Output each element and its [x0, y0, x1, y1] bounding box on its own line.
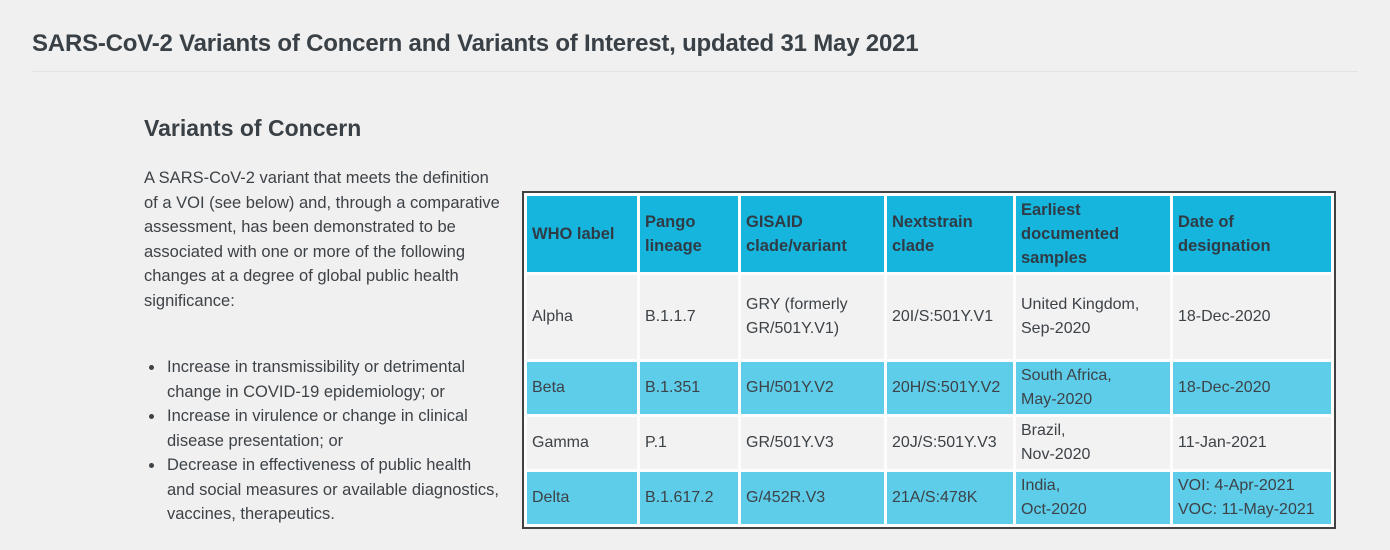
table-row-delta: Delta B.1.617.2 G/452R.V3 21A/S:478K Ind… — [527, 472, 1331, 524]
table-row-alpha: Alpha B.1.1.7 GRY (formerly GR/501Y.V1) … — [527, 275, 1331, 359]
criteria-item: Increase in transmissibility or detrimen… — [165, 355, 502, 404]
cell-date-designation: VOI: 4-Apr-2021 VOC: 11-May-2021 — [1173, 472, 1331, 524]
col-header-earliest-samples: Earliest documented samples — [1016, 196, 1170, 272]
page-header: SARS-CoV-2 Variants of Concern and Varia… — [0, 0, 1390, 72]
cell-pango-lineage: B.1.351 — [640, 362, 738, 414]
table-row-gamma: Gamma P.1 GR/501Y.V3 20J/S:501Y.V3 Brazi… — [527, 417, 1331, 469]
main-content: Variants of Concern A SARS-CoV-2 variant… — [0, 115, 1390, 529]
col-header-nextstrain-clade: Nextstrain clade — [887, 196, 1013, 272]
section-heading: Variants of Concern — [144, 115, 362, 141]
cell-nextstrain-clade: 20H/S:501Y.V2 — [887, 362, 1013, 414]
table-row-beta: Beta B.1.351 GH/501Y.V2 20H/S:501Y.V2 So… — [527, 362, 1331, 414]
cell-earliest-samples: Brazil, Nov-2020 — [1016, 417, 1170, 469]
voc-table: WHO label Pango lineage GISAID clade/var… — [522, 191, 1336, 529]
cell-gisaid-clade: GR/501Y.V3 — [741, 417, 884, 469]
voc-table-container: WHO label Pango lineage GISAID clade/var… — [522, 191, 1336, 529]
col-header-pango-lineage: Pango lineage — [640, 196, 738, 272]
cell-date-designation: 18-Dec-2020 — [1173, 362, 1331, 414]
cell-nextstrain-clade: 21A/S:478K — [887, 472, 1013, 524]
cell-pango-lineage: P.1 — [640, 417, 738, 469]
cell-earliest-samples: South Africa, May-2020 — [1016, 362, 1170, 414]
table-header-row: WHO label Pango lineage GISAID clade/var… — [527, 196, 1331, 272]
criteria-item: Decrease in effectiveness of public heal… — [165, 453, 502, 527]
section-intro: A SARS-CoV-2 variant that meets the defi… — [144, 169, 500, 310]
col-header-date-designation: Date of designation — [1173, 196, 1331, 272]
criteria-list: Increase in transmissibility or detrimen… — [144, 355, 502, 527]
cell-pango-lineage: B.1.617.2 — [640, 472, 738, 524]
cell-who-label: Gamma — [527, 417, 637, 469]
criteria-item: Increase in virulence or change in clini… — [165, 404, 502, 453]
col-header-gisaid-clade: GISAID clade/variant — [741, 196, 884, 272]
cell-earliest-samples: United Kingdom, Sep-2020 — [1016, 275, 1170, 359]
col-header-who-label: WHO label — [527, 196, 637, 272]
cell-gisaid-clade: GRY (formerly GR/501Y.V1) — [741, 275, 884, 359]
cell-pango-lineage: B.1.1.7 — [640, 275, 738, 359]
cell-nextstrain-clade: 20J/S:501Y.V3 — [887, 417, 1013, 469]
cell-who-label: Delta — [527, 472, 637, 524]
cell-date-designation: 11-Jan-2021 — [1173, 417, 1331, 469]
cell-nextstrain-clade: 20I/S:501Y.V1 — [887, 275, 1013, 359]
cell-date-designation: 18-Dec-2020 — [1173, 275, 1331, 359]
cell-earliest-samples: India, Oct-2020 — [1016, 472, 1170, 524]
cell-who-label: Beta — [527, 362, 637, 414]
cell-gisaid-clade: G/452R.V3 — [741, 472, 884, 524]
voc-description-column: Variants of Concern A SARS-CoV-2 variant… — [144, 115, 502, 527]
page-title: SARS-CoV-2 Variants of Concern and Varia… — [32, 30, 919, 57]
cell-who-label: Alpha — [527, 275, 637, 359]
title-divider — [32, 71, 1358, 72]
cell-gisaid-clade: GH/501Y.V2 — [741, 362, 884, 414]
